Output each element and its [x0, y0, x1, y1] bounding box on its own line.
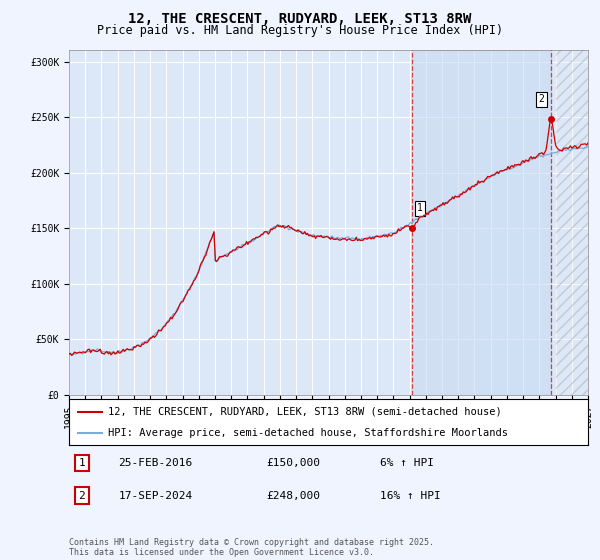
Text: 1: 1 — [417, 203, 423, 213]
Text: Contains HM Land Registry data © Crown copyright and database right 2025.
This d: Contains HM Land Registry data © Crown c… — [69, 538, 434, 557]
Text: £248,000: £248,000 — [266, 491, 320, 501]
Text: HPI: Average price, semi-detached house, Staffordshire Moorlands: HPI: Average price, semi-detached house,… — [108, 428, 508, 438]
Text: 16% ↑ HPI: 16% ↑ HPI — [380, 491, 441, 501]
Text: 17-SEP-2024: 17-SEP-2024 — [118, 491, 193, 501]
Text: Price paid vs. HM Land Registry's House Price Index (HPI): Price paid vs. HM Land Registry's House … — [97, 24, 503, 37]
Bar — [556, 50, 588, 395]
Text: 25-FEB-2016: 25-FEB-2016 — [118, 458, 193, 468]
Text: 2: 2 — [538, 94, 544, 104]
Text: £150,000: £150,000 — [266, 458, 320, 468]
Bar — [556, 50, 588, 395]
Text: 1: 1 — [79, 458, 85, 468]
Text: 6% ↑ HPI: 6% ↑ HPI — [380, 458, 434, 468]
Bar — [412, 50, 551, 395]
Text: 12, THE CRESCENT, RUDYARD, LEEK, ST13 8RW: 12, THE CRESCENT, RUDYARD, LEEK, ST13 8R… — [128, 12, 472, 26]
Bar — [556, 50, 588, 395]
Text: 2: 2 — [79, 491, 85, 501]
Text: 12, THE CRESCENT, RUDYARD, LEEK, ST13 8RW (semi-detached house): 12, THE CRESCENT, RUDYARD, LEEK, ST13 8R… — [108, 407, 502, 417]
